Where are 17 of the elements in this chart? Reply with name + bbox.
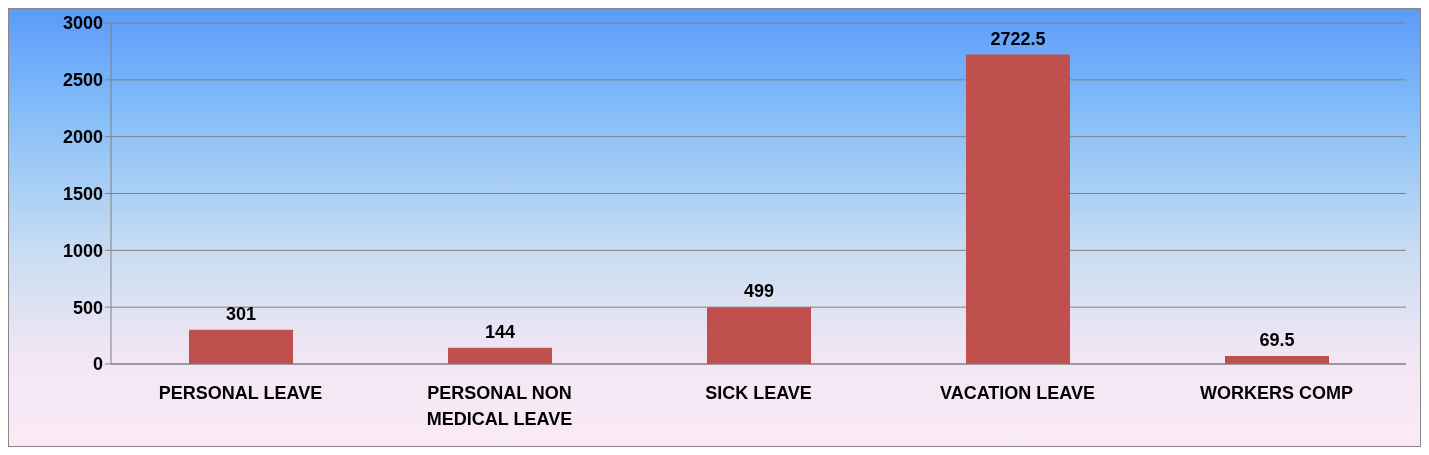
y-tick-label: 500 xyxy=(72,297,103,318)
y-tick-label: 0 xyxy=(92,354,103,375)
y-tick-label: 2000 xyxy=(62,127,103,148)
x-tick-label: SICK LEAVE xyxy=(705,382,812,403)
data-label: 2722.5 xyxy=(990,28,1046,49)
y-tick-label: 1000 xyxy=(62,240,103,261)
x-tick-label: PERSONAL LEAVE xyxy=(158,382,323,403)
x-tick-label: PERSONAL NON MEDICAL LEAVE xyxy=(426,382,573,429)
data-label: 499 xyxy=(743,281,775,302)
data-label: 144 xyxy=(484,321,516,342)
y-tick-label: 2500 xyxy=(62,70,103,91)
data-label: 301 xyxy=(225,303,257,324)
data-label: 69.5 xyxy=(1259,330,1295,351)
x-tick-label: WORKERS COMP xyxy=(1200,382,1353,403)
x-tick-label: VACATION LEAVE xyxy=(939,382,1096,403)
y-tick-label: 1500 xyxy=(62,183,103,204)
y-tick-label: 3000 xyxy=(62,13,103,34)
